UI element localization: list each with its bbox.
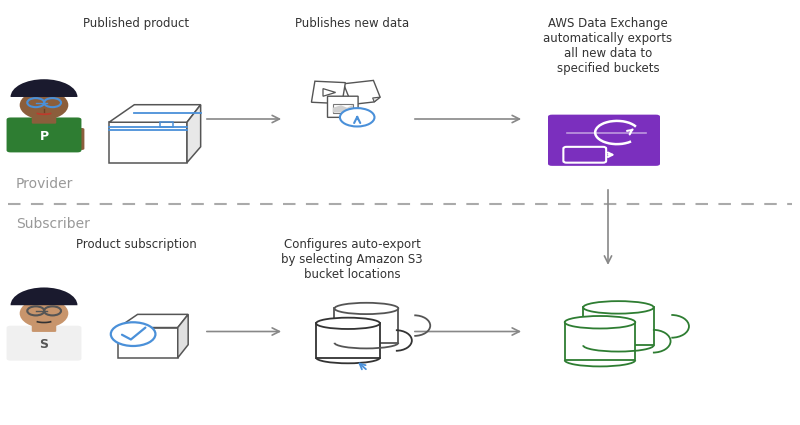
Ellipse shape <box>334 303 398 314</box>
Wedge shape <box>10 287 78 305</box>
Polygon shape <box>109 122 187 163</box>
Polygon shape <box>109 105 201 122</box>
Polygon shape <box>334 99 342 103</box>
Polygon shape <box>316 323 380 358</box>
Text: Subscriber: Subscriber <box>16 217 90 231</box>
Ellipse shape <box>583 301 654 314</box>
Text: AWS Data Exchange
automatically exports
all new data to
specified buckets: AWS Data Exchange automatically exports … <box>543 17 673 75</box>
Polygon shape <box>565 322 635 360</box>
FancyBboxPatch shape <box>66 128 85 150</box>
FancyBboxPatch shape <box>6 117 82 153</box>
FancyBboxPatch shape <box>32 110 56 124</box>
Text: P: P <box>39 130 49 143</box>
Polygon shape <box>333 105 353 113</box>
Text: Provider: Provider <box>16 177 74 191</box>
Polygon shape <box>350 113 358 117</box>
Polygon shape <box>187 105 201 163</box>
FancyBboxPatch shape <box>32 319 56 332</box>
Text: Publishes new data: Publishes new data <box>295 17 409 30</box>
FancyBboxPatch shape <box>18 128 36 150</box>
Ellipse shape <box>20 299 68 328</box>
FancyBboxPatch shape <box>6 326 82 361</box>
Polygon shape <box>373 97 380 102</box>
Wedge shape <box>10 79 78 97</box>
Text: Published product: Published product <box>83 17 189 30</box>
Polygon shape <box>311 81 346 103</box>
Text: Configures auto-export
by selecting Amazon S3
bucket locations: Configures auto-export by selecting Amaz… <box>281 238 423 281</box>
Circle shape <box>340 108 374 127</box>
Ellipse shape <box>316 317 380 329</box>
Polygon shape <box>327 96 358 117</box>
Text: Product subscription: Product subscription <box>76 238 196 251</box>
Polygon shape <box>118 314 188 328</box>
Polygon shape <box>583 307 654 345</box>
Polygon shape <box>178 314 188 358</box>
Circle shape <box>110 322 155 346</box>
Polygon shape <box>343 80 380 105</box>
FancyBboxPatch shape <box>548 115 660 166</box>
Ellipse shape <box>565 316 635 329</box>
Polygon shape <box>118 328 178 358</box>
Ellipse shape <box>20 91 68 119</box>
Polygon shape <box>334 309 398 343</box>
Text: S: S <box>39 338 49 351</box>
